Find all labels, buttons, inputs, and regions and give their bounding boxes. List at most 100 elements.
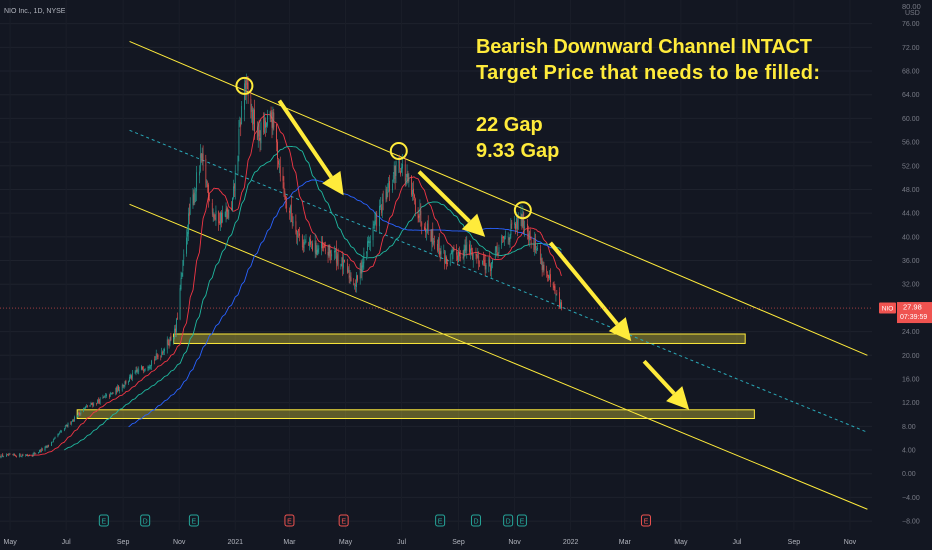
candle[interactable] [465,244,467,251]
candle[interactable] [491,262,492,271]
candle[interactable] [521,214,523,227]
candle[interactable] [117,386,118,392]
candle[interactable] [469,244,470,253]
candle[interactable] [3,456,5,457]
candle[interactable] [328,244,330,257]
candle[interactable] [175,328,176,333]
candle[interactable] [511,222,513,225]
candle[interactable] [273,112,275,128]
candle[interactable] [78,412,80,414]
candle[interactable] [182,259,184,272]
candle[interactable] [314,240,316,253]
candle[interactable] [405,178,407,185]
candle[interactable] [380,205,381,208]
candle[interactable] [507,236,509,238]
candle[interactable] [524,226,526,229]
candle[interactable] [257,125,259,138]
candle[interactable] [462,257,464,259]
candle[interactable] [529,230,531,240]
candles[interactable] [0,73,562,459]
candle[interactable] [439,251,441,256]
candle[interactable] [226,207,228,212]
candle[interactable] [368,240,369,243]
candle[interactable] [534,239,536,251]
candle[interactable] [35,453,37,454]
candle[interactable] [234,170,236,191]
candle[interactable] [284,191,286,199]
candle[interactable] [199,154,201,172]
candle[interactable] [147,367,149,369]
candle[interactable] [343,259,344,268]
candle[interactable] [341,257,343,262]
candle[interactable] [265,120,266,128]
candle[interactable] [253,109,254,125]
candle[interactable] [290,205,291,214]
candle[interactable] [536,248,537,251]
candle[interactable] [443,250,445,252]
candle[interactable] [130,375,131,378]
candle[interactable] [555,294,557,296]
candle[interactable] [413,188,414,195]
candle[interactable] [381,197,383,213]
candle[interactable] [89,405,91,407]
candle[interactable] [66,424,68,427]
candle[interactable] [215,210,217,221]
candle[interactable] [155,353,157,359]
candle[interactable] [387,189,389,197]
candle[interactable] [135,370,137,373]
candle[interactable] [179,288,181,320]
candle[interactable] [302,246,304,248]
candle[interactable] [356,275,357,287]
candle[interactable] [12,454,14,455]
candle[interactable] [59,432,61,435]
candle[interactable] [246,78,248,85]
candle[interactable] [317,248,319,253]
candle[interactable] [324,245,325,247]
candle[interactable] [459,252,460,257]
candle[interactable] [444,252,446,263]
candle[interactable] [357,275,358,281]
candle[interactable] [181,273,183,278]
candle[interactable] [20,456,22,457]
candle[interactable] [207,184,209,188]
candle[interactable] [256,129,258,140]
candle[interactable] [34,453,36,454]
candle[interactable] [38,452,39,454]
candle[interactable] [144,368,146,370]
candle[interactable] [86,406,87,407]
candle[interactable] [498,247,500,254]
candle[interactable] [388,182,390,188]
candle[interactable] [136,369,138,372]
candle[interactable] [420,210,422,221]
candle[interactable] [344,259,345,262]
candle[interactable] [424,226,425,231]
candle[interactable] [201,153,203,160]
candle[interactable] [421,222,423,226]
candle[interactable] [530,241,532,245]
candle[interactable] [245,79,247,92]
candle[interactable] [496,245,498,253]
candle[interactable] [379,205,380,227]
candle[interactable] [367,241,368,251]
candle[interactable] [537,247,538,250]
candle[interactable] [527,223,528,232]
candle[interactable] [45,446,47,448]
candle[interactable] [386,192,388,200]
candle[interactable] [540,257,542,261]
candle[interactable] [549,275,550,279]
candle[interactable] [164,348,165,352]
candle[interactable] [502,237,503,239]
candle[interactable] [32,453,34,457]
candle[interactable] [283,182,285,189]
candle[interactable] [162,352,163,354]
candle[interactable] [72,419,73,422]
event-marker[interactable] [188,514,199,527]
candle[interactable] [131,375,132,379]
candle[interactable] [166,339,168,350]
candle[interactable] [195,191,197,193]
candle[interactable] [269,111,271,117]
candle[interactable] [252,110,254,125]
candle[interactable] [2,454,4,457]
candle[interactable] [104,396,106,397]
